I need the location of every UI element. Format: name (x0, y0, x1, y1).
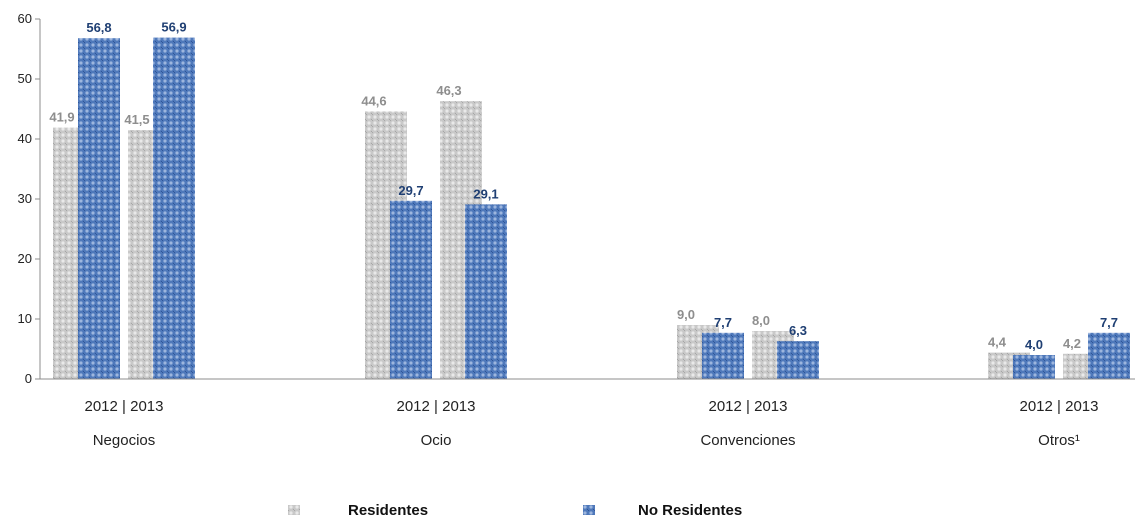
data-label: 41,5 (124, 112, 149, 127)
y-tick-label: 50 (18, 71, 32, 86)
legend-label: Residentes (348, 502, 428, 518)
data-label: 29,1 (473, 186, 498, 201)
x-category-label: Negocios (93, 432, 156, 449)
data-label: 7,7 (1100, 315, 1118, 330)
bar-no-residentes-2012 (78, 38, 120, 379)
y-tick-label: 10 (18, 311, 32, 326)
x-year-label: 2012 | 2013 (1020, 398, 1099, 415)
bars-layer (53, 37, 1130, 380)
bar-no-residentes-2012 (390, 200, 432, 379)
x-category-label: Convenciones (700, 432, 795, 449)
x-year-label: 2012 | 2013 (85, 398, 164, 415)
y-tick-label: 0 (25, 371, 32, 386)
bar-no-residentes-2013 (153, 37, 195, 379)
y-tick-label: 30 (18, 191, 32, 206)
y-axis: 0 10 20 30 40 50 60 (18, 11, 41, 386)
bar-no-residentes-2013 (1088, 332, 1130, 379)
legend-swatch-residentes (288, 505, 300, 515)
data-label: 7,7 (714, 315, 732, 330)
data-label: 4,0 (1025, 337, 1043, 352)
data-label: 44,6 (361, 93, 386, 108)
y-tick-label: 20 (18, 251, 32, 266)
data-label: 29,7 (398, 183, 423, 198)
bar-no-residentes-2012 (1013, 355, 1055, 379)
data-labels-layer: 41,9 56,8 41,5 56,9 44,6 29,7 46,3 29,1 9,0 7,7 8,… (49, 20, 1118, 352)
data-label: 6,3 (789, 323, 807, 338)
data-label: 8,0 (752, 313, 770, 328)
x-year-label: 2012 | 2013 (709, 398, 788, 415)
data-label: 56,9 (161, 20, 186, 35)
legend-swatch-no-residentes (583, 505, 595, 515)
bar-no-residentes-2013 (465, 204, 507, 379)
legend: Residentes No Residentes (288, 502, 742, 518)
y-tick-label: 60 (18, 11, 32, 26)
data-label: 41,9 (49, 110, 74, 125)
legend-label: No Residentes (638, 502, 742, 518)
x-axis: 2012 | 2013 Negocios 2012 | 2013 Ocio 2012 |… (40, 378, 1135, 449)
data-label: 46,3 (436, 83, 461, 98)
x-category-label: Otros¹ (1038, 432, 1080, 449)
x-category-label: Ocio (421, 432, 452, 449)
y-tick-label: 40 (18, 131, 32, 146)
data-label: 56,8 (86, 20, 111, 35)
x-year-label: 2012 | 2013 (397, 398, 476, 415)
data-label: 4,2 (1063, 336, 1081, 351)
data-label: 4,4 (988, 335, 1007, 350)
bar-no-residentes-2013 (777, 341, 819, 379)
bar-no-residentes-2012 (702, 332, 744, 379)
data-label: 9,0 (677, 307, 695, 322)
